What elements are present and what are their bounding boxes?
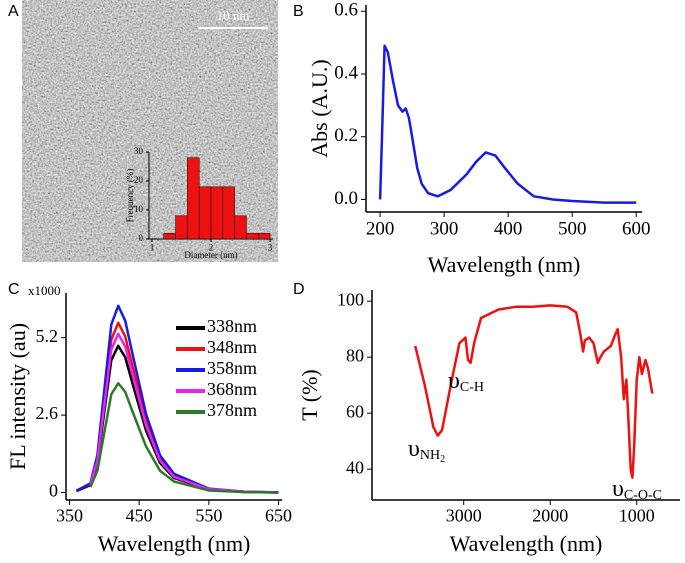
- legend-label: 358nm: [207, 358, 257, 378]
- bar: [187, 157, 200, 240]
- y-tick-label: 2.6: [36, 403, 59, 423]
- y-tick-label: 100: [337, 289, 364, 309]
- y-axis-label: FL intensity (au): [5, 323, 30, 470]
- y-tick-label: 0.2: [334, 125, 358, 146]
- y-axis-label: Frequency (%): [125, 169, 135, 223]
- x-tick-label: 550: [195, 506, 222, 526]
- x-tick-label: 400: [494, 219, 523, 240]
- panel-label: A: [8, 3, 19, 20]
- y-tick-label: 20: [134, 175, 144, 185]
- legend-label: 348nm: [207, 337, 257, 357]
- y-tick-label: 0.0: [334, 188, 358, 209]
- y-tick-label: 10: [134, 204, 144, 214]
- peak-subscript: C-H: [460, 380, 484, 395]
- line: [378, 44, 637, 204]
- x-tick-label: 500: [558, 219, 587, 240]
- bar: [210, 186, 224, 240]
- panel-label: D: [293, 281, 305, 298]
- bar: [198, 186, 212, 240]
- y-tick-label: 0: [139, 233, 144, 243]
- x-axis-label: Wavelength (nm): [428, 252, 581, 277]
- peak-annotation: υNH2: [408, 436, 445, 466]
- x-tick-label: 650: [265, 506, 292, 526]
- scale-bar-label: 10 nm: [217, 8, 250, 23]
- x-axis-label: Diameter (nm): [184, 250, 237, 260]
- bar: [163, 232, 176, 240]
- x-axis-label: Wavelength (nm): [450, 531, 603, 556]
- y-tick-label: 0.6: [334, 0, 358, 21]
- line: [89, 381, 279, 494]
- bar: [234, 215, 247, 240]
- y-tick-label: 5.2: [36, 326, 59, 346]
- x-tick-label: 1: [150, 242, 155, 252]
- panel-label: C: [8, 281, 20, 298]
- y-axis-label: T (%): [297, 369, 322, 421]
- x-tick-label: 300: [430, 219, 459, 240]
- bar: [175, 215, 188, 240]
- y-tick-label: 0.4: [334, 62, 358, 83]
- bar: [257, 232, 271, 240]
- y-tick-label: 80: [346, 345, 364, 365]
- peak-subscript: C-O-C: [624, 488, 662, 503]
- y-tick-label: 40: [346, 457, 364, 477]
- y-multiplier: x1000: [28, 283, 61, 298]
- y-tick-label: 30: [134, 146, 144, 156]
- peak-subscript: NH: [420, 448, 440, 463]
- legend-label: 368nm: [207, 379, 257, 399]
- peak-subsubscript: 2: [440, 454, 445, 465]
- peak-annotation: υC-O-C: [612, 476, 662, 504]
- x-tick-label: 350: [56, 506, 83, 526]
- x-tick-label: 200: [366, 219, 395, 240]
- x-tick-label: 450: [126, 506, 153, 526]
- x-tick-label: 1000: [619, 506, 655, 526]
- legend-label: 378nm: [207, 400, 257, 420]
- y-axis-label: Abs (A.U.): [307, 59, 332, 157]
- legend-label: 338nm: [207, 316, 257, 336]
- peak-symbol: υ: [612, 476, 624, 502]
- peak-symbol: υ: [408, 436, 420, 462]
- x-axis-label: Wavelength (nm): [98, 531, 251, 556]
- bar: [246, 232, 259, 240]
- y-tick-label: 0: [49, 481, 58, 501]
- x-tick-label: 3: [268, 242, 273, 252]
- line: [414, 304, 654, 479]
- y-tick-label: 60: [346, 401, 364, 421]
- x-tick-label: 3000: [446, 506, 482, 526]
- x-tick-label: 2000: [532, 506, 568, 526]
- panel-label: B: [293, 3, 304, 20]
- x-tick-label: 2: [209, 242, 214, 252]
- peak-annotation: υC-H: [448, 368, 484, 396]
- bar: [222, 186, 235, 240]
- peak-symbol: υ: [448, 368, 460, 394]
- x-tick-label: 600: [622, 219, 651, 240]
